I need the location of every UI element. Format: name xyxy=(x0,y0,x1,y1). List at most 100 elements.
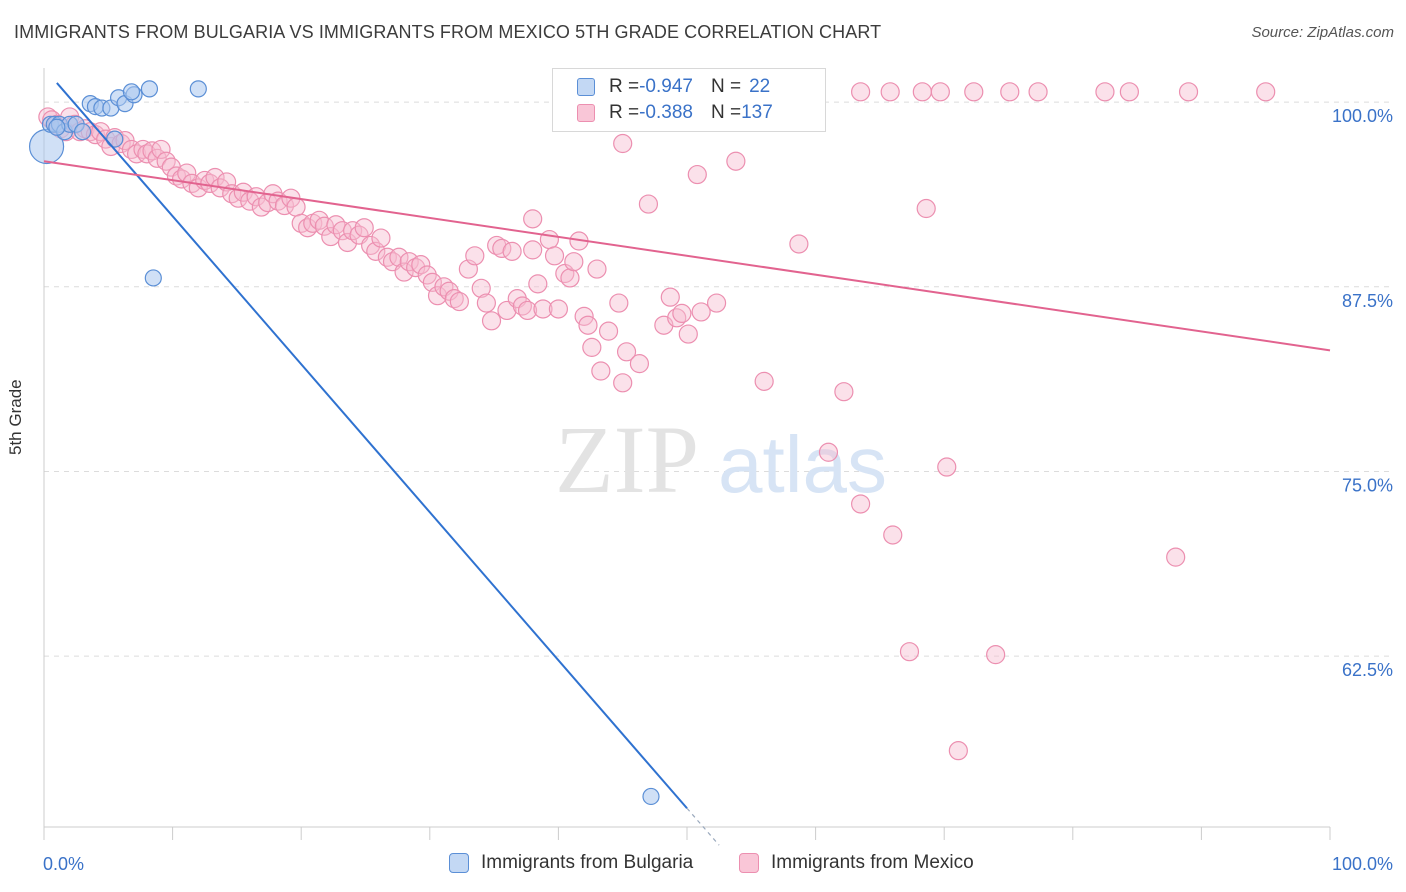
data-point-mexico xyxy=(564,252,584,272)
legend-swatch-bulgaria xyxy=(577,78,595,96)
legend-row-bulgaria: R = -0.947 N = 22 xyxy=(577,75,770,99)
data-point-bulgaria xyxy=(144,269,162,287)
data-point-mexico xyxy=(151,139,171,160)
tick-labels: 62.5% 75.0% 87.5% 100.0% 0.0% 100.0% xyxy=(43,106,1393,874)
data-point-mexico xyxy=(578,315,598,335)
data-point-mexico xyxy=(137,144,157,164)
data-point-mexico xyxy=(851,82,871,102)
legend-label-mexico: Immigrants from Mexico xyxy=(771,852,974,873)
data-point-mexico xyxy=(591,361,611,381)
data-point-bulgaria xyxy=(642,787,660,806)
data-point-mexico xyxy=(354,218,374,238)
data-point-mexico xyxy=(883,525,903,545)
data-point-mexico xyxy=(444,289,464,309)
data-point-bulgaria xyxy=(106,130,124,148)
series-mexico xyxy=(38,79,1276,761)
data-point-bulgaria xyxy=(140,80,159,98)
y-tick-label: 87.5% xyxy=(1342,291,1393,311)
data-point-mexico xyxy=(587,259,607,279)
data-point-mexico xyxy=(899,642,920,662)
y-axis-label: 5th Grade xyxy=(6,379,25,455)
grid-lines xyxy=(44,101,1392,657)
data-point-mexico xyxy=(912,82,932,102)
y-tick-label: 100.0% xyxy=(1332,106,1393,126)
data-point-mexico xyxy=(465,246,485,266)
data-point-mexico xyxy=(754,371,774,391)
data-point-mexico xyxy=(502,241,522,261)
data-point-bulgaria xyxy=(122,83,141,101)
data-point-mexico xyxy=(1256,82,1276,102)
data-point-mexico xyxy=(1178,82,1199,102)
data-point-mexico xyxy=(548,299,569,319)
data-point-mexico xyxy=(616,342,637,362)
legend-r-label: R = xyxy=(609,102,640,123)
data-point-mexico xyxy=(1119,82,1139,102)
series-bulgaria xyxy=(28,80,660,806)
data-point-mexico xyxy=(834,382,854,402)
data-point-mexico xyxy=(371,228,391,248)
data-point-mexico xyxy=(818,442,839,462)
x-tick-label: 0.0% xyxy=(43,854,84,874)
data-point-mexico xyxy=(964,82,984,102)
trend-lines xyxy=(43,82,1331,846)
data-point-mexico xyxy=(691,302,711,322)
watermark: ZIP atlas xyxy=(555,406,887,513)
data-point-mexico xyxy=(523,240,543,260)
data-point-mexico xyxy=(687,164,707,185)
data-point-mexico xyxy=(156,151,176,171)
data-point-mexico xyxy=(880,82,900,102)
data-point-mexico xyxy=(394,262,414,282)
data-point-mexico xyxy=(916,198,936,219)
data-point-mexico xyxy=(726,151,746,171)
y-tick-label: 75.0% xyxy=(1342,475,1393,495)
trend-line-mexico xyxy=(43,160,1331,352)
data-point-mexico xyxy=(321,226,341,247)
trend-line-bulgaria-extension xyxy=(686,807,720,846)
data-point-mexico xyxy=(609,293,629,313)
legend-item-mexico[interactable]: Immigrants from Mexico xyxy=(739,852,974,874)
data-point-mexico xyxy=(471,278,491,298)
data-point-mexico xyxy=(539,229,559,250)
legend-swatch-mexico xyxy=(577,104,595,122)
data-point-mexico xyxy=(361,235,381,256)
data-point-mexico xyxy=(613,373,633,393)
series-legend: Immigrants from Bulgaria Immigrants from… xyxy=(0,852,1406,878)
data-point-mexico xyxy=(533,299,553,319)
legend-r-value: -0.947 xyxy=(639,76,693,97)
data-point-mexico xyxy=(1095,82,1115,102)
legend-r-label: R = xyxy=(609,76,640,97)
data-point-mexico xyxy=(528,274,548,294)
chart-title: IMMIGRANTS FROM BULGARIA VS IMMIGRANTS F… xyxy=(14,22,882,42)
legend-n-value: 22 xyxy=(749,76,771,97)
legend-item-bulgaria[interactable]: Immigrants from Bulgaria xyxy=(449,852,693,874)
legend-n-value: 137 xyxy=(741,102,773,123)
data-point-mexico xyxy=(172,169,192,189)
watermark-atlas: atlas xyxy=(718,420,887,509)
data-point-bulgaria xyxy=(73,123,92,141)
data-point-mexico xyxy=(1028,82,1048,102)
data-point-mexico xyxy=(660,287,680,307)
legend-n-label: N = xyxy=(710,102,742,123)
axes xyxy=(43,68,1331,840)
data-point-mexico xyxy=(948,741,968,761)
data-point-mexico xyxy=(986,645,1006,665)
y-tick-label: 62.5% xyxy=(1342,660,1393,680)
data-point-mexico xyxy=(930,82,950,102)
data-point-mexico xyxy=(672,303,692,324)
data-point-mexico xyxy=(449,291,469,312)
data-point-mexico xyxy=(406,258,426,278)
data-point-mexico xyxy=(476,293,496,313)
trend-line-bulgaria xyxy=(56,82,688,809)
data-point-mexico xyxy=(638,194,659,214)
x-tick-label: 100.0% xyxy=(1332,854,1393,874)
data-point-mexico xyxy=(582,337,602,357)
data-point-mexico xyxy=(629,354,650,374)
source-credit: Source: ZipAtlas.com xyxy=(1251,24,1394,41)
data-point-mexico xyxy=(411,255,431,275)
stats-legend: R = -0.947 N = 22 R = -0.388 N = 137 xyxy=(552,68,826,132)
legend-swatch-mexico xyxy=(739,853,759,873)
data-point-mexico xyxy=(937,457,957,477)
data-point-mexico xyxy=(481,311,502,331)
data-point-mexico xyxy=(286,197,306,217)
